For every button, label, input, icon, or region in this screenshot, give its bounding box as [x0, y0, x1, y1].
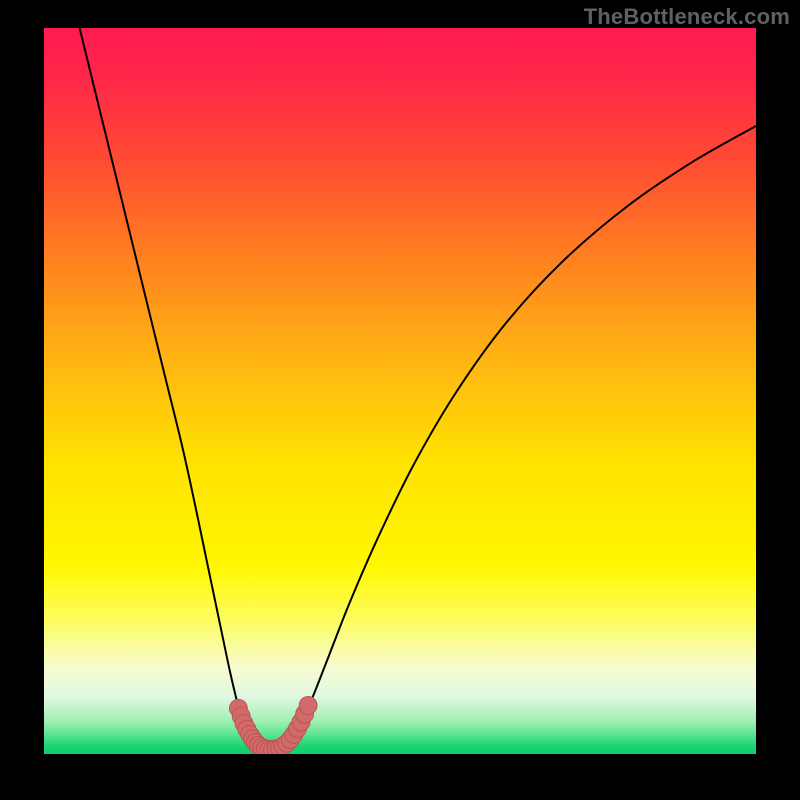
marker-dot: [299, 696, 317, 714]
chart-stage: TheBottleneck.com: [0, 0, 800, 800]
chart-svg: [0, 0, 800, 800]
watermark-text: TheBottleneck.com: [584, 4, 790, 30]
plot-background: [44, 28, 756, 754]
